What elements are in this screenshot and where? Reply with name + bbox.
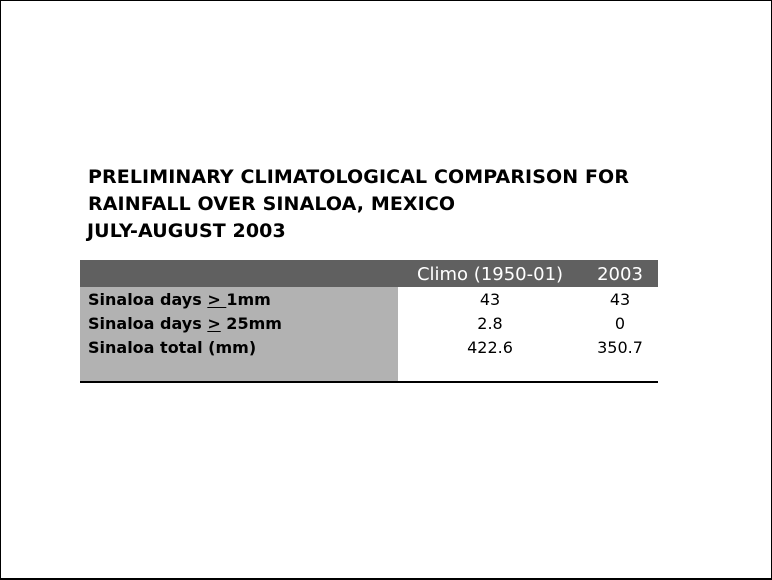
- column-header-2003: 2003: [597, 264, 643, 285]
- row-label-text: Sinaloa days: [88, 290, 208, 309]
- row-label-text: Sinaloa total (mm): [88, 338, 257, 357]
- title-line-1: PRELIMINARY CLIMATOLOGICAL COMPARISON FO…: [88, 166, 630, 188]
- row-label-column: [80, 287, 398, 381]
- table-header-bar: [80, 260, 658, 287]
- row-label: Sinaloa days > 1mm: [88, 288, 271, 312]
- table-row: Sinaloa total (mm) 422.6 350.7: [80, 336, 658, 360]
- row-label-text: Sinaloa days: [88, 314, 208, 333]
- year-2003-value: 0: [614, 314, 626, 333]
- row-label-unit: 25mm: [220, 314, 282, 333]
- row-label-symbol: >: [207, 290, 227, 309]
- row-label: Sinaloa days > 25mm: [88, 312, 282, 336]
- table-row: Sinaloa days > 25mm 2.8 0: [80, 312, 658, 336]
- row-label: Sinaloa total (mm): [88, 336, 256, 360]
- climo-value: 2.8: [477, 314, 503, 333]
- rainfall-comparison-table: Climo (1950-01) 2003 Sinaloa days > 1mm …: [80, 260, 658, 383]
- climo-value: 422.6: [467, 338, 513, 357]
- slide-title: PRELIMINARY CLIMATOLOGICAL COMPARISON FO…: [87, 164, 728, 245]
- climo-value: 43: [479, 290, 501, 309]
- title-line-2: RAINFALL OVER SINALOA, MEXICO: [88, 193, 456, 215]
- row-label-symbol: >: [207, 314, 221, 333]
- column-header-climo: Climo (1950-01): [416, 264, 564, 285]
- title-line-3: JULY-AUGUST 2003: [87, 220, 286, 242]
- year-2003-value: 43: [609, 290, 631, 309]
- row-label-unit: 1mm: [226, 290, 271, 309]
- year-2003-value: 350.7: [597, 338, 643, 357]
- table-row: Sinaloa days > 1mm 43 43: [80, 288, 658, 312]
- table-bottom-rule: [80, 381, 658, 383]
